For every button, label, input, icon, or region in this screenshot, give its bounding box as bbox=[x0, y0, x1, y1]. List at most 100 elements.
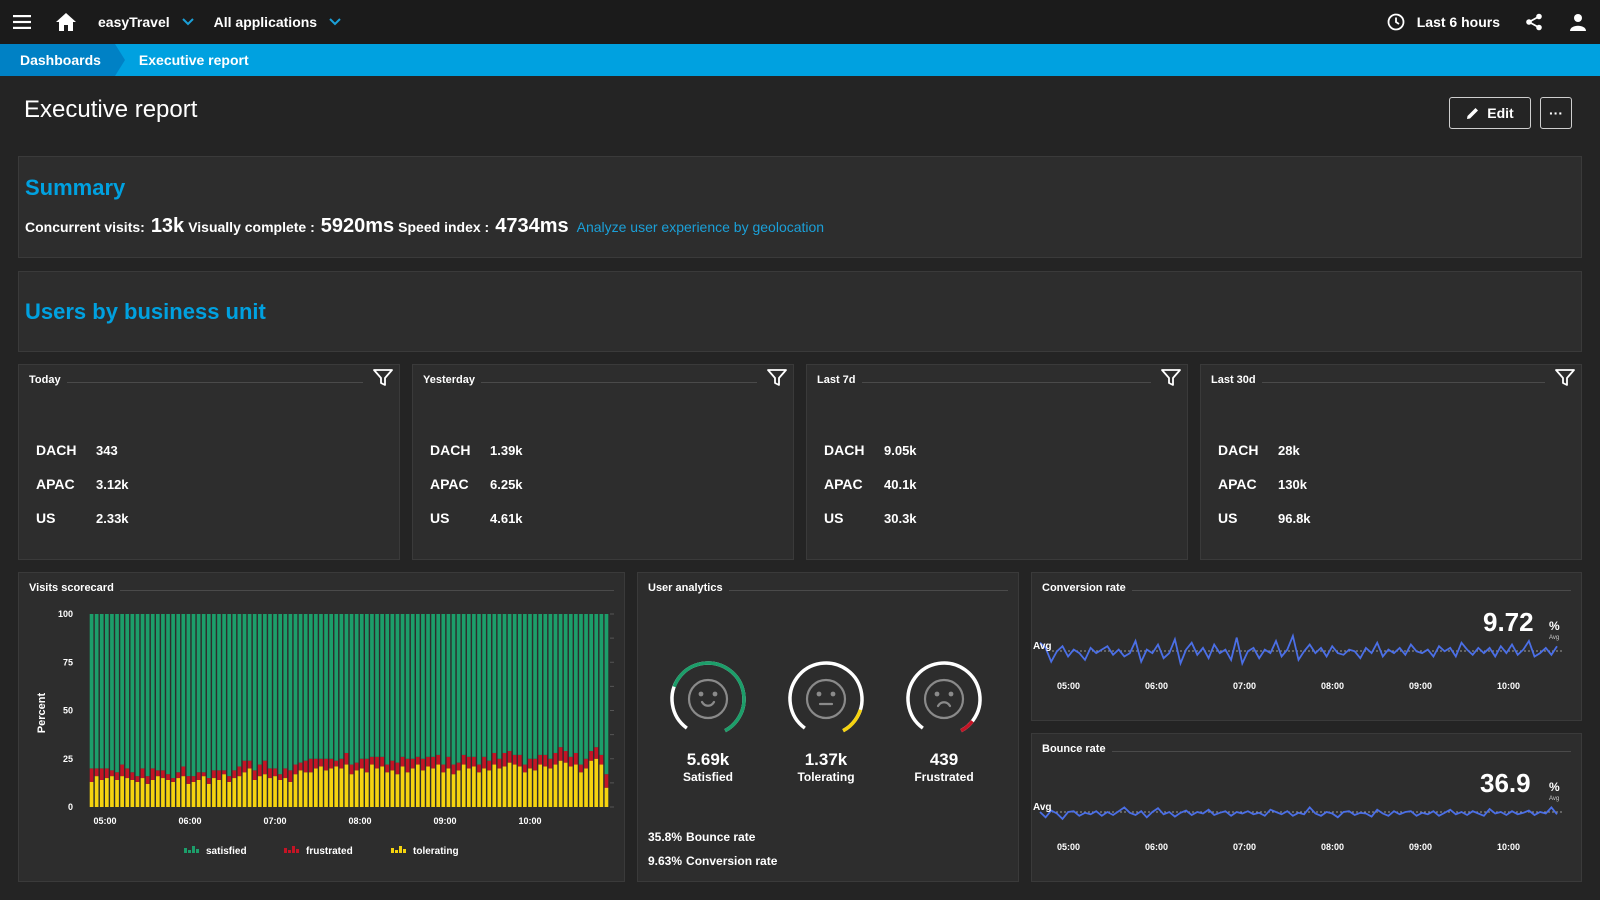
tolerating-bar bbox=[446, 768, 451, 807]
applications-filter[interactable]: All applications bbox=[204, 0, 351, 44]
tolerating-bar bbox=[568, 766, 573, 807]
x-tick-label: 08:00 bbox=[348, 816, 371, 826]
tolerating-bar bbox=[421, 770, 425, 807]
timeframe-selector[interactable]: Last 6 hours bbox=[1375, 0, 1512, 44]
tile-header: Bounce rate bbox=[1042, 743, 1571, 755]
satisfied-bar bbox=[166, 614, 170, 775]
legend-swatch bbox=[395, 850, 398, 853]
frustrated-bar bbox=[181, 766, 186, 777]
filter-icon[interactable] bbox=[373, 369, 393, 387]
tolerating-bar bbox=[533, 770, 537, 807]
conversion-rate-value: 9.72 bbox=[1483, 607, 1534, 637]
frustrated-bar bbox=[410, 758, 415, 769]
menu-icon[interactable] bbox=[0, 0, 44, 44]
tolerating-bar bbox=[482, 768, 486, 807]
speed-index-label: Speed index : bbox=[398, 219, 490, 235]
frustrated-bar bbox=[314, 758, 318, 769]
frustrated-bar bbox=[257, 764, 262, 777]
tolerating-bar bbox=[237, 776, 242, 807]
tolerating-bar bbox=[426, 766, 430, 807]
filter-icon[interactable] bbox=[1161, 369, 1181, 387]
frustrated-bar bbox=[166, 774, 170, 780]
satisfied-bar bbox=[115, 614, 119, 773]
tolerating-bar bbox=[288, 781, 293, 807]
legend-item-satisfied[interactable]: satisfied bbox=[184, 846, 247, 857]
bounce-rate-unit: % bbox=[1549, 780, 1560, 794]
tolerating-bar bbox=[584, 768, 588, 807]
application-selector[interactable]: easyTravel bbox=[88, 0, 204, 44]
frustrated-bar bbox=[589, 751, 593, 761]
user-analytics-tile: User analytics 5.69k Satisfied bbox=[637, 572, 1019, 882]
frustrated-bar bbox=[599, 754, 604, 765]
frustrated-bar bbox=[135, 776, 140, 782]
satisfied-bar bbox=[314, 614, 318, 759]
filter-icon[interactable] bbox=[767, 369, 787, 387]
user-icon[interactable] bbox=[1556, 0, 1600, 44]
x-tick-label: 08:00 bbox=[1321, 842, 1344, 852]
tolerating-bar bbox=[487, 770, 492, 807]
frustrated-bar bbox=[334, 760, 339, 767]
tolerating-bar bbox=[594, 758, 599, 807]
tolerating-bar bbox=[461, 764, 466, 807]
frustrated-bar bbox=[222, 770, 226, 775]
business-unit-value: 2.33k bbox=[96, 510, 129, 526]
y-tick-label: 75 bbox=[63, 657, 73, 667]
satisfied-bar bbox=[268, 614, 272, 769]
tolerating-bar bbox=[380, 766, 384, 807]
legend-label: tolerating bbox=[413, 846, 459, 857]
edit-button[interactable]: Edit bbox=[1449, 97, 1531, 129]
legend-item-frustrated[interactable]: frustrated bbox=[284, 846, 353, 857]
satisfied-bar bbox=[324, 614, 328, 759]
satisfied-bar bbox=[477, 614, 481, 765]
summary-metrics: Concurrent visits: 13k Visually complete… bbox=[25, 215, 824, 238]
x-tick-label: 07:00 bbox=[1233, 842, 1256, 852]
satisfied-bar bbox=[339, 614, 344, 759]
frustrated-bar bbox=[502, 752, 507, 767]
satisfied-bar bbox=[191, 614, 196, 777]
y-tick-label: 25 bbox=[63, 754, 73, 764]
satisfied-bar bbox=[176, 614, 181, 773]
frustrated-bar bbox=[115, 772, 119, 780]
satisfied-bar bbox=[252, 614, 257, 771]
x-tick-label: 10:00 bbox=[1497, 842, 1520, 852]
frustrated-bar bbox=[212, 770, 216, 779]
tolerating-bar bbox=[105, 778, 109, 807]
satisfied-bar bbox=[579, 614, 583, 765]
satisfied-bar bbox=[89, 614, 94, 769]
share-icon[interactable] bbox=[1512, 0, 1556, 44]
tolerating-bar bbox=[415, 764, 420, 807]
tolerating-bar bbox=[145, 783, 150, 807]
tolerating-bar bbox=[579, 772, 583, 807]
frustrated-bar bbox=[171, 778, 175, 782]
satisfied-bar bbox=[385, 614, 390, 765]
frustrated-bar bbox=[161, 770, 165, 779]
satisfied-bar bbox=[400, 614, 405, 757]
filter-icon[interactable] bbox=[1555, 369, 1575, 387]
satisfied-bar bbox=[543, 614, 548, 755]
x-tick-label: 09:00 bbox=[433, 816, 456, 826]
tolerating-bar bbox=[273, 776, 277, 807]
satisfied-bar bbox=[441, 614, 446, 765]
more-options-button[interactable]: ··· bbox=[1540, 97, 1572, 129]
tolerating-bar bbox=[507, 762, 512, 807]
legend-swatch bbox=[284, 848, 287, 853]
satisfied-bar bbox=[217, 614, 221, 771]
frustrated-bar bbox=[349, 764, 354, 775]
satisfied-bar bbox=[334, 614, 339, 761]
home-icon[interactable] bbox=[44, 0, 88, 44]
tolerating-bar bbox=[166, 779, 170, 807]
frustrated-bar bbox=[186, 776, 191, 784]
breadcrumb-dashboards[interactable]: Dashboards bbox=[0, 44, 125, 76]
frustrated-bar bbox=[303, 760, 308, 773]
face-value: 439 bbox=[929, 750, 959, 769]
frustrated-bar bbox=[431, 756, 435, 769]
tolerating-bar bbox=[206, 783, 211, 807]
business-unit-tile: Last 7d DACH 9.05k APAC 40.1k US 30.3k bbox=[806, 364, 1188, 560]
satisfied-bar bbox=[517, 614, 522, 755]
business-unit-name: US bbox=[430, 510, 450, 526]
business-unit-value: 343 bbox=[96, 442, 118, 458]
legend-item-tolerating[interactable]: tolerating bbox=[391, 846, 459, 857]
frustrated-bar bbox=[125, 768, 130, 779]
geolocation-link[interactable]: Analyze user experience by geolocation bbox=[576, 219, 825, 235]
user-analytics-frustrated: 439 Frustrated bbox=[904, 659, 984, 784]
